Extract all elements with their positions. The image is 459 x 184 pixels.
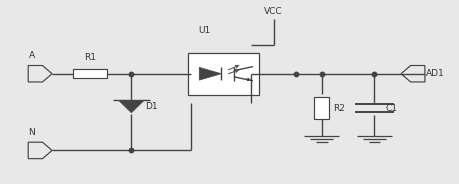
Polygon shape — [118, 100, 144, 113]
Text: C1: C1 — [385, 104, 397, 113]
Text: AD1: AD1 — [425, 69, 443, 78]
Text: VCC: VCC — [263, 7, 282, 16]
Text: A: A — [29, 51, 35, 60]
Text: D1: D1 — [145, 102, 157, 111]
Text: U1: U1 — [197, 26, 210, 35]
Text: R2: R2 — [332, 104, 344, 113]
Polygon shape — [199, 67, 221, 80]
Text: N: N — [28, 128, 35, 137]
Bar — [313, 98, 329, 119]
Bar — [187, 53, 258, 95]
Bar — [73, 69, 107, 78]
Text: R1: R1 — [84, 53, 96, 62]
